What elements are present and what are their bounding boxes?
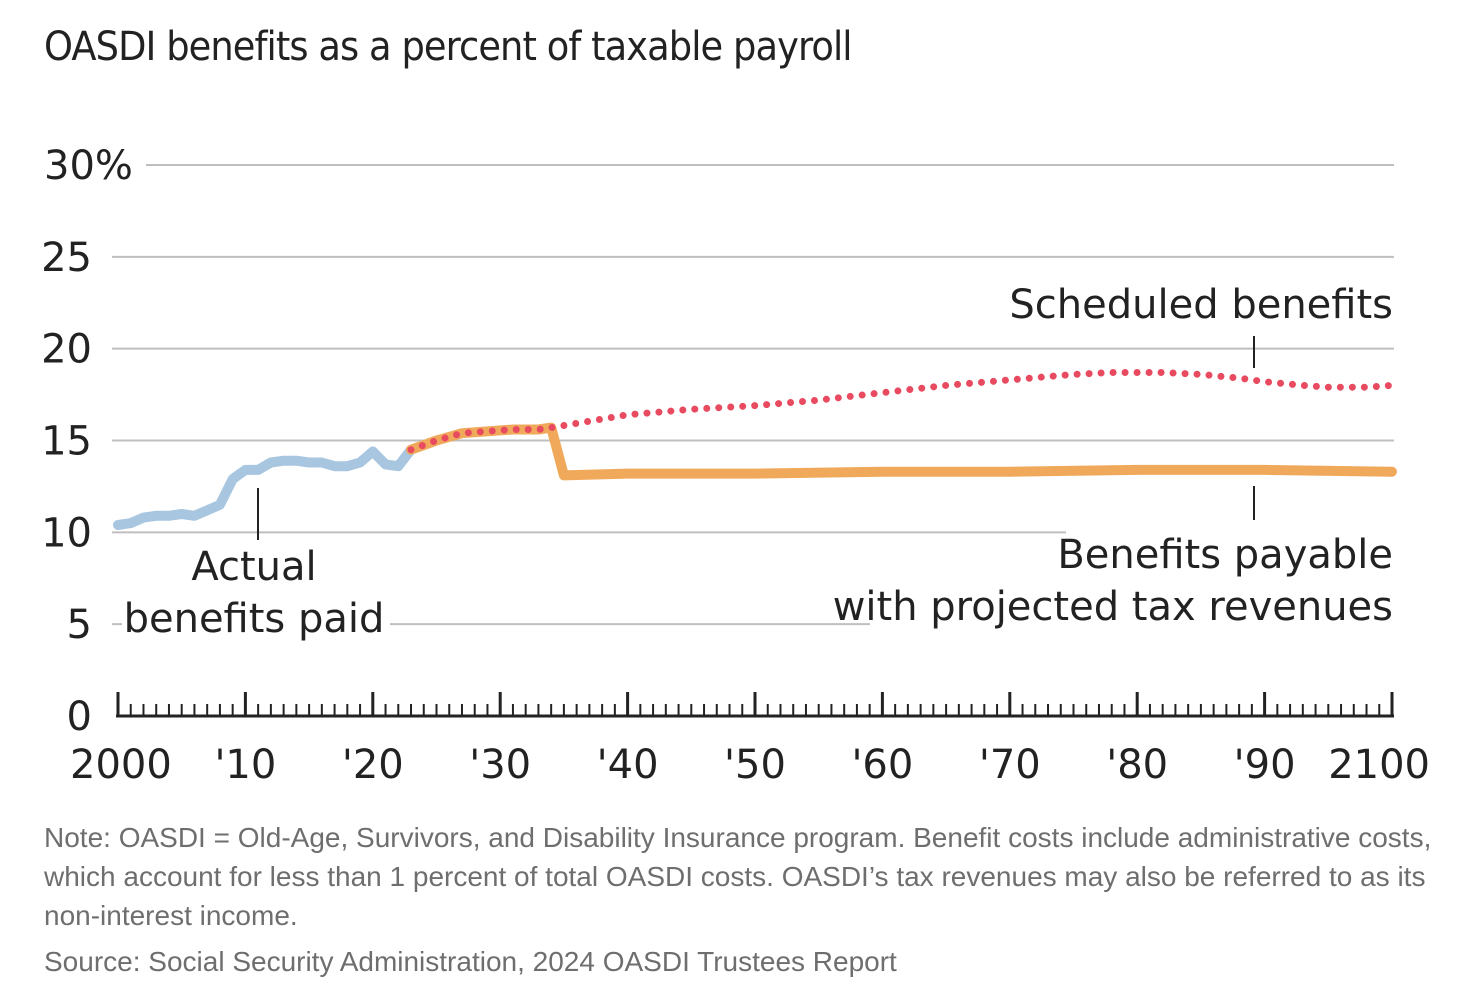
label-mask-payable (870, 594, 1394, 645)
gridlines (112, 164, 1394, 645)
label-mask-actual (122, 594, 390, 645)
x-tick-label-2050: '50 (724, 742, 786, 788)
y-tick-label-0: 0 (67, 694, 92, 740)
x-tick-label-2070: '70 (979, 742, 1041, 788)
annotation-scheduled-label: Scheduled benefits (1009, 282, 1393, 328)
chart-source: Source: Social Security Administration, … (44, 946, 897, 977)
x-tick-label-2090: '90 (1234, 742, 1296, 788)
x-tick-label-2080: '80 (1106, 742, 1168, 788)
annotation-payable-line2: with projected tax revenues (833, 584, 1393, 630)
x-tick-label-2040: '40 (597, 742, 659, 788)
annotation-scheduled: Scheduled benefits (1009, 282, 1393, 368)
line-chart: 0 5 10 15 20 25 30% 2000 '10 '20 '30 '40 '50 '60 '70 '… (41, 143, 1430, 788)
series-line-actual (113, 444, 416, 530)
annotation-actual-line2: benefits paid (124, 596, 385, 642)
chart-title: OASDI benefits as a percent of taxable p… (44, 24, 852, 70)
series-line-scheduled (407, 369, 1396, 454)
x-axis: 2000 '10 '20 '30 '40 '50 '60 '70 '80 '90 2100 (70, 692, 1430, 788)
annotation-payable: Benefits payable with projected tax reve… (833, 486, 1393, 630)
series-lines (113, 369, 1397, 530)
x-tick-label-2000: 2000 (70, 742, 172, 788)
x-tick-label-2100: 2100 (1328, 742, 1430, 788)
annotation-payable-line1: Benefits payable (1057, 532, 1393, 578)
y-tick-label-5: 5 (67, 602, 92, 648)
y-tick-label-15: 15 (41, 419, 92, 465)
y-tick-label-30: 30% (44, 143, 133, 189)
x-tick-label-2030: '30 (469, 742, 531, 788)
x-tick-label-2060: '60 (851, 742, 913, 788)
series-line-payable (406, 422, 1397, 481)
annotation-actual: Actual benefits paid (124, 488, 385, 642)
x-tick-label-2020: '20 (342, 742, 404, 788)
annotation-actual-line1: Actual (191, 544, 316, 590)
x-tick-label-2010: '10 (214, 742, 276, 788)
chart-note: Note: OASDI = Old-Age, Survivors, and Di… (44, 822, 1432, 931)
y-tick-label-20: 20 (41, 327, 92, 373)
y-tick-label-25: 25 (41, 235, 92, 281)
y-tick-label-10: 10 (41, 510, 92, 556)
label-mask-payable-top (1066, 502, 1394, 553)
y-axis-labels: 0 5 10 15 20 25 30% (41, 143, 133, 740)
